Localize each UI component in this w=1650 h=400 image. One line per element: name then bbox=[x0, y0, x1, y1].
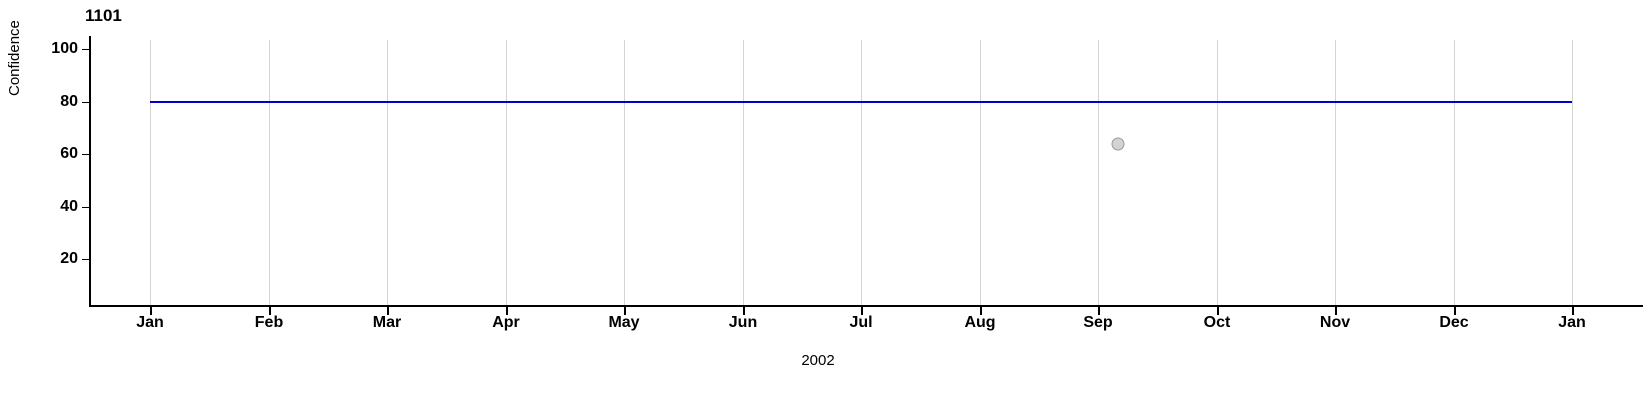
x-tick-label-feb-1: Feb bbox=[254, 314, 284, 331]
x-tick-label-jan-12: Jan bbox=[1558, 314, 1586, 331]
gridline-jul-6 bbox=[861, 40, 862, 305]
gridline-sep-8 bbox=[1098, 40, 1099, 305]
gridline-jan-12 bbox=[1572, 40, 1573, 305]
x-tick-mark-jun-5 bbox=[743, 307, 745, 315]
x-tick-label-oct-9: Oct bbox=[1203, 314, 1231, 331]
y-tick-mark-20 bbox=[82, 259, 89, 260]
y-axis-title: Confidence bbox=[6, 20, 23, 96]
gridline-feb-1 bbox=[269, 40, 270, 305]
y-tick-mark-40 bbox=[82, 206, 89, 208]
gridline-nov-10 bbox=[1335, 40, 1336, 305]
x-tick-mark-may-4 bbox=[624, 307, 626, 315]
y-axis-line bbox=[89, 36, 91, 307]
y-tick-label-40: 40 bbox=[60, 197, 78, 215]
x-tick-mark-sep-8 bbox=[1098, 307, 1100, 315]
reference-line-threshold bbox=[150, 100, 1572, 103]
data-point[interactable] bbox=[1111, 137, 1125, 150]
y-tick-label-60: 60 bbox=[60, 145, 78, 162]
gridline-dec-11 bbox=[1454, 40, 1455, 305]
x-tick-mark-aug-7 bbox=[980, 307, 982, 315]
x-tick-label-jul-6: Jul bbox=[849, 314, 873, 331]
x-tick-mark-feb-1 bbox=[269, 307, 271, 315]
y-tick-mark-80 bbox=[82, 101, 89, 103]
gridline-mar-2 bbox=[387, 40, 388, 305]
gridline-jun-5 bbox=[743, 40, 744, 305]
x-tick-label-jun-5: Jun bbox=[728, 314, 758, 331]
x-tick-mark-dec-11 bbox=[1454, 307, 1456, 315]
y-tick-label-20: 20 bbox=[60, 250, 78, 267]
x-axis-title: 2002 bbox=[801, 352, 835, 369]
x-tick-mark-nov-10 bbox=[1335, 307, 1337, 315]
y-tick-mark-60 bbox=[82, 154, 89, 155]
gridline-oct-9 bbox=[1217, 40, 1218, 305]
x-tick-mark-oct-9 bbox=[1217, 307, 1219, 315]
chart-title: 1101 bbox=[85, 6, 122, 25]
x-tick-mark-jan-0 bbox=[150, 307, 152, 315]
x-tick-label-jan-0: Jan bbox=[136, 314, 164, 331]
x-tick-mark-mar-2 bbox=[387, 307, 389, 315]
x-tick-label-apr-3: Apr bbox=[492, 314, 520, 331]
x-tick-label-dec-11: Dec bbox=[1439, 314, 1469, 331]
x-tick-mark-jul-6 bbox=[861, 307, 863, 315]
y-tick-label-100: 100 bbox=[51, 40, 78, 57]
x-tick-mark-apr-3 bbox=[506, 307, 508, 315]
y-tick-mark-100 bbox=[82, 49, 89, 50]
gridline-aug-7 bbox=[980, 40, 981, 305]
x-tick-label-may-4: May bbox=[608, 314, 640, 331]
x-tick-label-mar-2: Mar bbox=[372, 314, 402, 331]
gridline-may-4 bbox=[624, 40, 625, 305]
x-tick-label-sep-8: Sep bbox=[1083, 314, 1113, 331]
x-tick-label-aug-7: Aug bbox=[964, 314, 996, 331]
x-tick-label-nov-10: Nov bbox=[1319, 314, 1351, 331]
x-tick-mark-jan-12 bbox=[1572, 307, 1574, 315]
x-axis-line bbox=[89, 305, 1643, 307]
gridline-apr-3 bbox=[506, 40, 507, 305]
y-tick-label-80: 80 bbox=[60, 92, 78, 110]
gridline-jan-0 bbox=[150, 40, 151, 305]
